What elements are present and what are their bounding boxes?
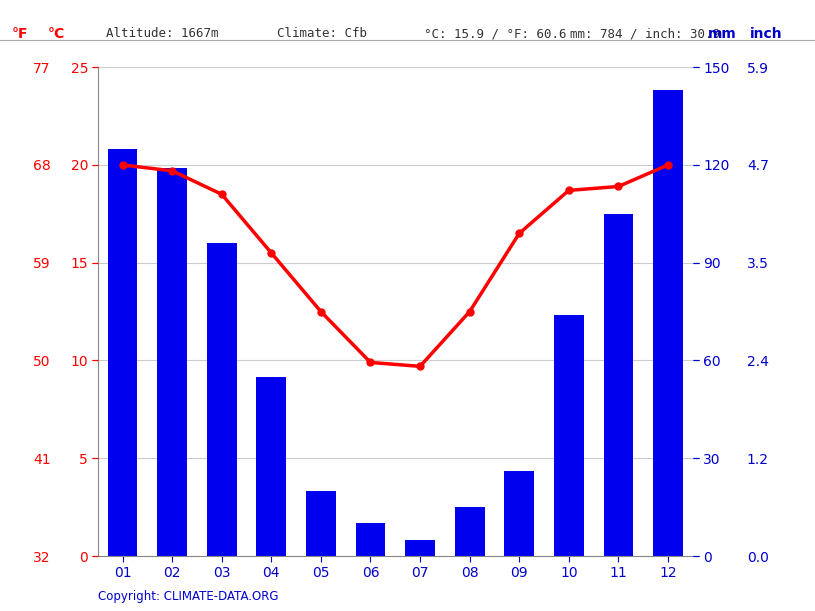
Text: °C: 15.9 / °F: 60.6: °C: 15.9 / °F: 60.6: [424, 27, 566, 40]
Bar: [455, 507, 484, 556]
Text: Copyright: CLIMATE-DATA.ORG: Copyright: CLIMATE-DATA.ORG: [98, 590, 278, 603]
Bar: [355, 524, 385, 556]
Text: inch: inch: [750, 27, 782, 42]
Bar: [504, 471, 534, 556]
Bar: [207, 243, 236, 556]
Text: mm: mm: [707, 27, 736, 42]
Bar: [306, 491, 336, 556]
Bar: [554, 315, 584, 556]
Bar: [257, 377, 286, 556]
Text: mm: 784 / inch: 30.9: mm: 784 / inch: 30.9: [570, 27, 720, 40]
Text: Climate: Cfb: Climate: Cfb: [277, 27, 367, 40]
Bar: [405, 540, 435, 556]
Bar: [108, 148, 138, 556]
Bar: [157, 168, 187, 556]
Text: °F: °F: [12, 27, 29, 42]
Text: Altitude: 1667m: Altitude: 1667m: [106, 27, 218, 40]
Bar: [653, 90, 683, 556]
Text: °C: °C: [47, 27, 64, 42]
Bar: [603, 214, 633, 556]
